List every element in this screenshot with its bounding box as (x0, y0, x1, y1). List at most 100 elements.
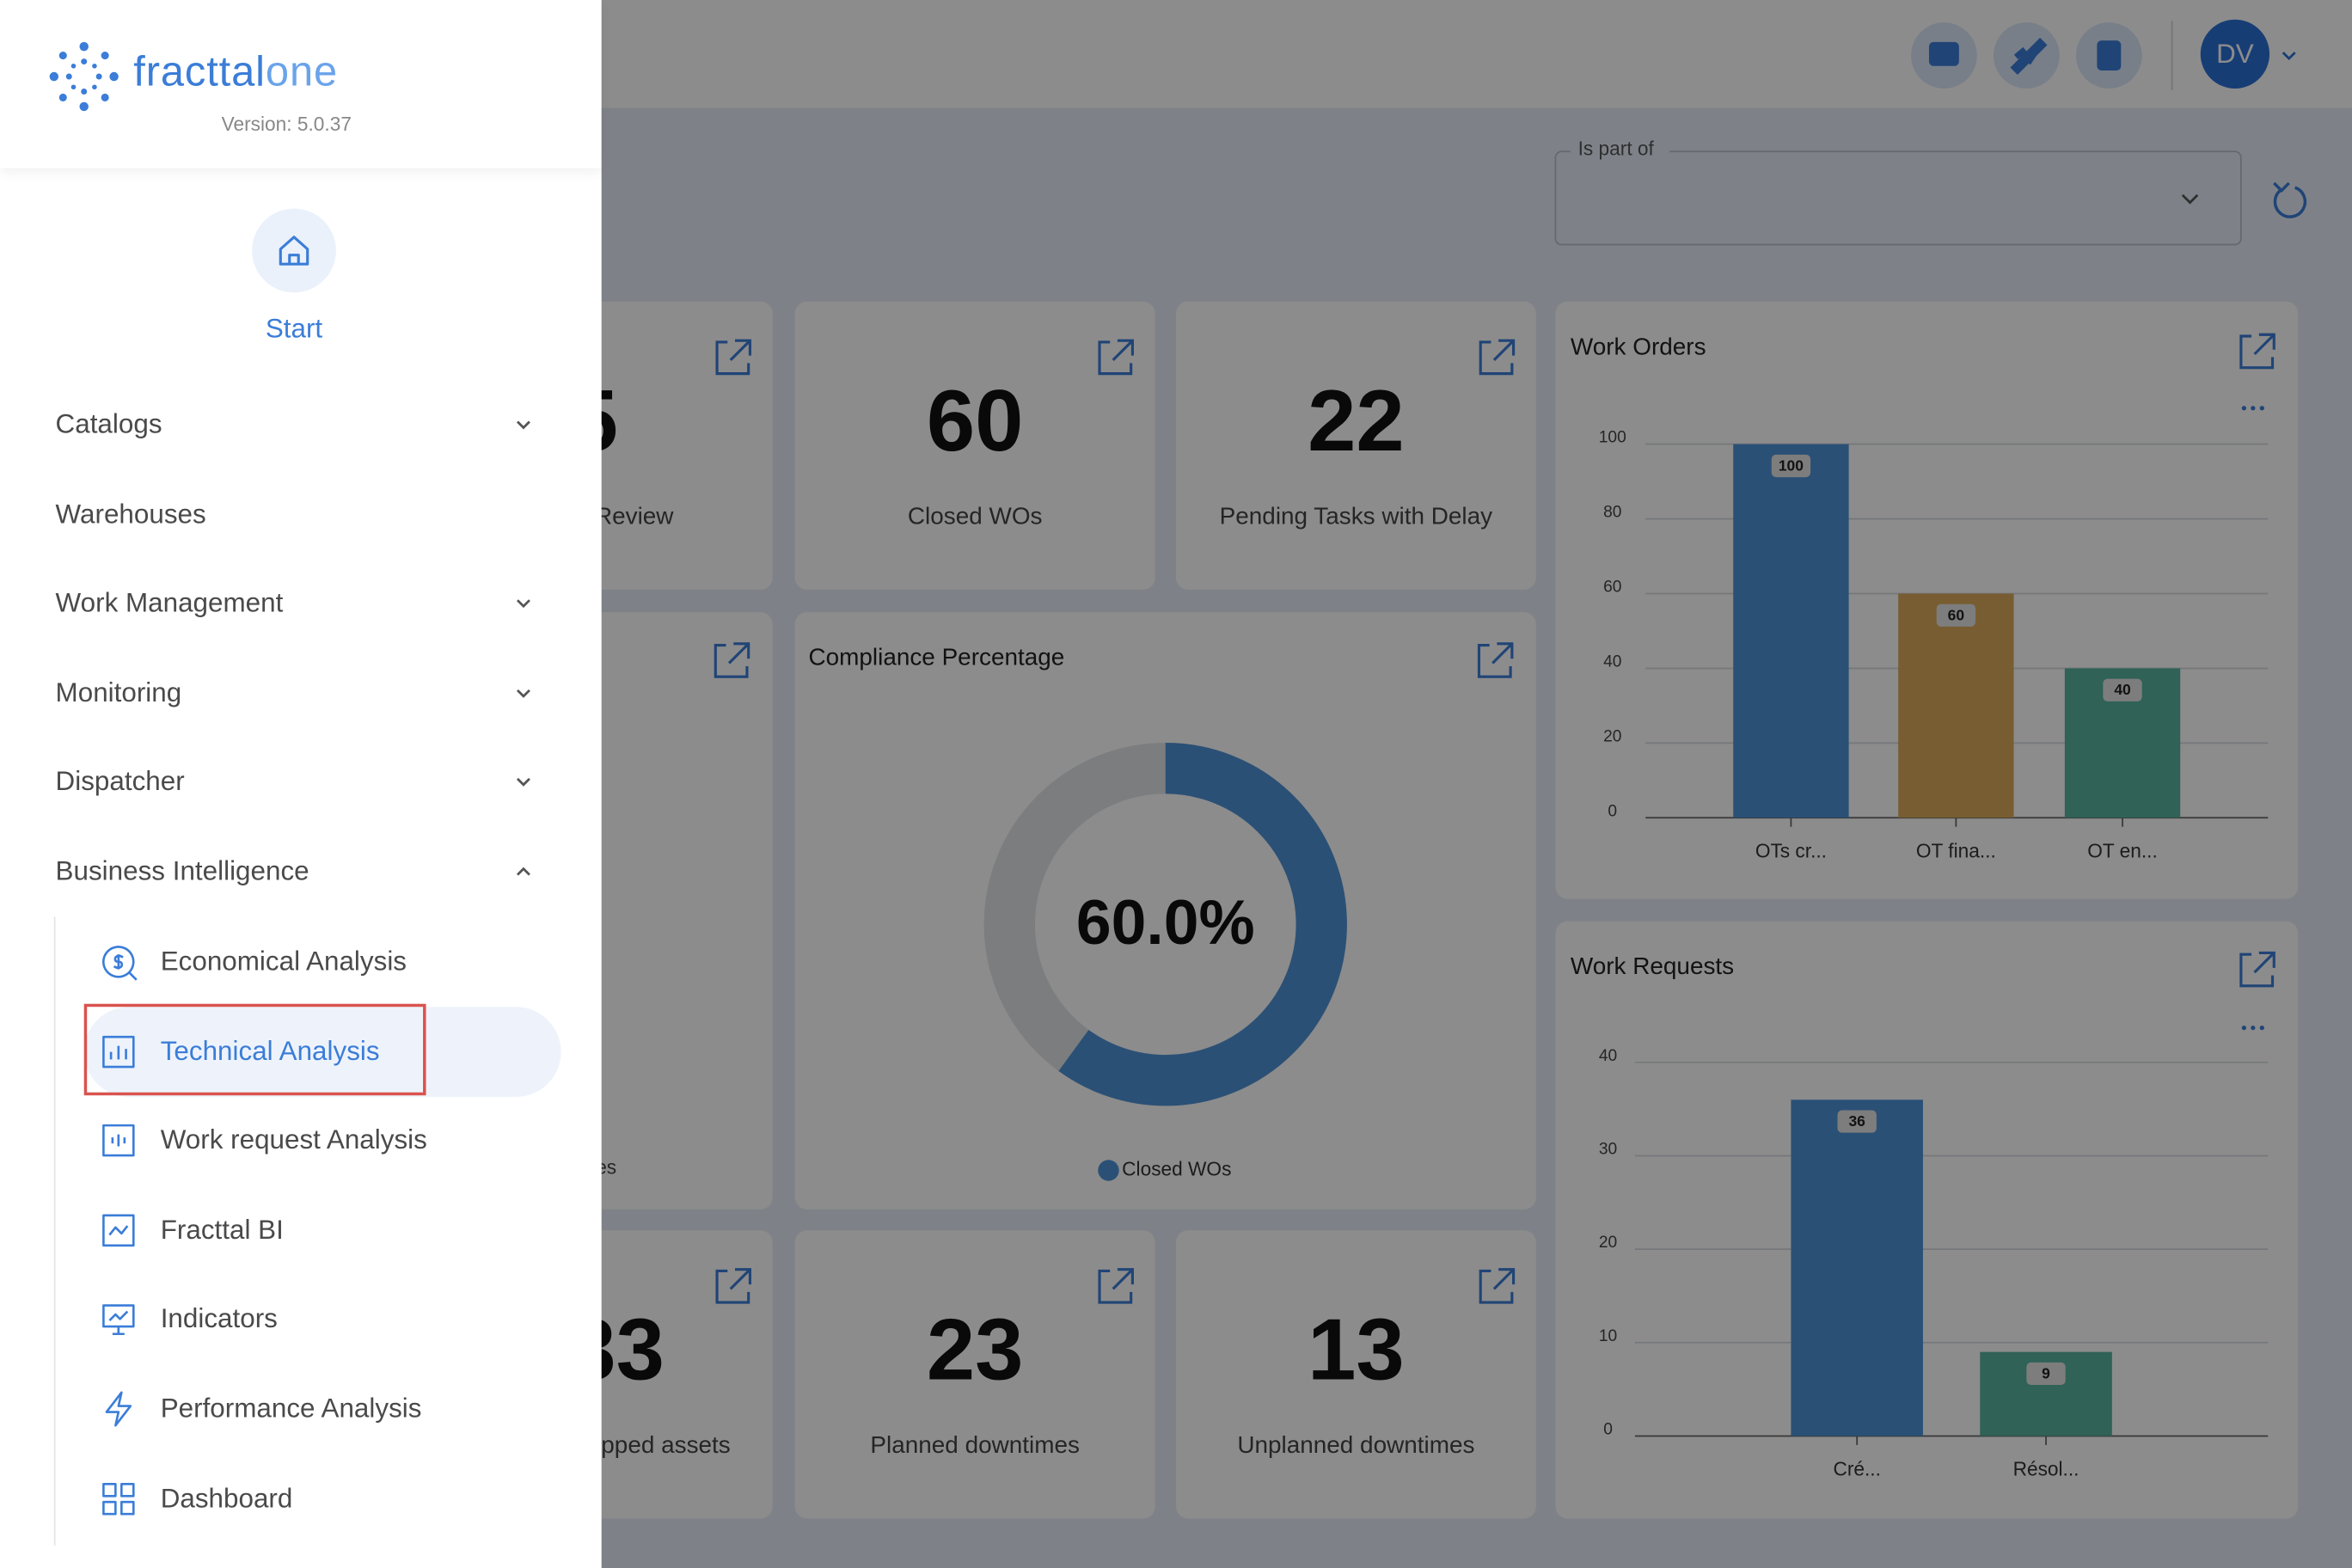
card (1176, 1230, 1536, 1519)
x-tick-label: OTs cr... (1755, 839, 1827, 861)
filter-chevron[interactable] (2181, 193, 2199, 205)
card (794, 301, 1155, 590)
start-button[interactable] (252, 208, 336, 293)
open-icon[interactable] (1098, 1268, 1134, 1304)
menu-item[interactable]: Dispatcher (55, 766, 185, 796)
value-label-bg (2103, 678, 2142, 701)
donut-label: 60.0% (1076, 887, 1255, 958)
start-label[interactable]: Start (265, 313, 323, 344)
value-label-bg (2026, 1362, 2066, 1386)
menu-item[interactable]: Monitoring (55, 677, 182, 708)
version: Version: 5.0.37 (221, 112, 352, 136)
submenu-item[interactable]: Fracttal BI (160, 1214, 284, 1245)
more-menus (2241, 406, 2264, 1031)
menu-chevron (517, 777, 530, 787)
open-icon[interactable] (2239, 333, 2275, 370)
menu-chevron (517, 599, 530, 609)
kpi-value: 22 (1308, 372, 1405, 469)
filter-field[interactable] (1554, 150, 2242, 246)
kpi-label: Unplanned downtimes (1237, 1431, 1474, 1458)
filter-label: Is part of (1578, 138, 1655, 160)
submenu-item[interactable]: Work request Analysis (160, 1124, 427, 1155)
filter-label-bg (1570, 138, 1670, 162)
legend-swatch (1098, 1160, 1119, 1181)
open-icon[interactable] (715, 1268, 752, 1304)
icon-shape (102, 1124, 135, 1157)
submenu-item[interactable]: Dashboard (160, 1482, 293, 1513)
bar (1733, 444, 1849, 818)
menu-chevron (517, 420, 530, 430)
dot (2259, 1026, 2264, 1031)
brand-suffix: one (265, 47, 339, 95)
kpi-label: Closed WOs (908, 503, 1043, 530)
open-icon[interactable] (1479, 1268, 1516, 1304)
kpi-value: 13 (1308, 1302, 1405, 1399)
y-tick-label: 30 (1599, 1141, 1617, 1159)
card (794, 612, 1536, 1210)
open-icon[interactable] (2239, 951, 2275, 988)
kpi-label: pped assets (601, 1431, 730, 1458)
avatar-initials: DV (2216, 39, 2254, 69)
dot (2259, 406, 2264, 411)
selected-highlight (83, 1007, 561, 1097)
chevron (517, 777, 530, 787)
x-tick-label: Résol... (2013, 1458, 2079, 1480)
open-icon[interactable] (715, 339, 752, 376)
chevron (517, 867, 530, 876)
menu-item[interactable]: Business Intelligence (55, 855, 309, 886)
card (1176, 301, 1536, 590)
avatar[interactable] (2200, 19, 2270, 89)
value-label: 100 (1779, 456, 1804, 474)
submenu-icon (102, 1214, 135, 1246)
open-icon[interactable] (1479, 339, 1516, 376)
annotation-box (83, 1003, 426, 1096)
icon-shape (105, 1391, 132, 1427)
dot (2251, 406, 2256, 411)
card (1555, 921, 2299, 1519)
submenu-item[interactable]: Technical Analysis (160, 1035, 380, 1066)
menu-item[interactable]: Work Management (55, 587, 284, 618)
y-tick-label: 40 (1599, 1047, 1617, 1065)
open-icon[interactable] (1098, 339, 1134, 376)
card (794, 1230, 1155, 1519)
brand-name: fracttal (133, 47, 266, 95)
y-tick-label: 40 (1603, 653, 1621, 671)
submenu-item[interactable]: Economical Analysis (160, 946, 407, 977)
kpi-label: Review (595, 503, 674, 530)
refresh-icon[interactable] (2273, 186, 2307, 218)
home-icon (279, 236, 309, 266)
icon-shape (102, 946, 138, 981)
submenu-rail (53, 916, 56, 1546)
icon-shape (102, 1035, 135, 1068)
avatar-chevron[interactable] (2282, 52, 2296, 61)
sidebar-header: fracttalone Version: 5.0.37 (0, 0, 602, 168)
book-icon (2097, 40, 2122, 71)
open-icon[interactable] (714, 642, 750, 678)
value-label: 36 (1848, 1112, 1865, 1130)
kpi-value: 60 (927, 372, 1024, 469)
y-tick-label: 80 (1603, 504, 1621, 522)
kpi-label: Planned downtimes (870, 1431, 1080, 1458)
submenu-item[interactable]: Performance Analysis (160, 1393, 422, 1424)
icon-shape (102, 1304, 135, 1336)
y-tick-label: 0 (1608, 802, 1617, 820)
x-tick-label: OT en... (2087, 839, 2157, 861)
value-label: 60 (1948, 606, 1964, 623)
chart-title: Work Orders (1571, 333, 1706, 359)
sidebar: fracttalone Version: 5.0.37 Start Catalo… (0, 0, 602, 1568)
chart-title: Compliance Percentage (809, 644, 1065, 671)
open-icon[interactable] (1477, 642, 1514, 678)
submenu-item[interactable]: Indicators (160, 1303, 278, 1334)
menu-item[interactable]: Catalogs (55, 408, 162, 439)
menu-item[interactable]: Warehouses (55, 499, 206, 530)
menu-chevron (517, 867, 530, 876)
menu-chevron (517, 689, 530, 698)
kpi-label: Pending Tasks with Delay (1220, 503, 1492, 530)
dot (2241, 1026, 2246, 1031)
chevron (517, 599, 530, 609)
chevron (517, 689, 530, 698)
submenu-icon (102, 1304, 135, 1336)
